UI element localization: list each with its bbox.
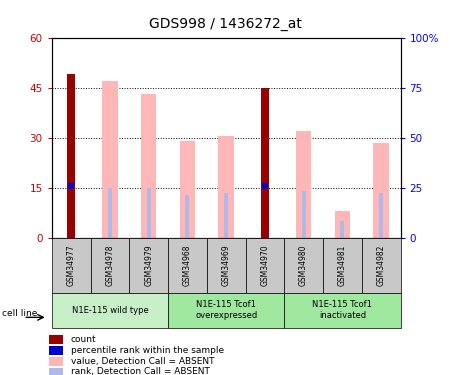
Text: N1E-115 Tcof1
inactivated: N1E-115 Tcof1 inactivated [312,300,372,320]
Bar [168,238,207,292]
Text: cell line: cell line [2,309,38,318]
Bar [102,81,117,238]
Text: GSM34968: GSM34968 [183,244,192,286]
Bar [52,238,90,292]
Bar [379,193,383,238]
Bar [374,143,389,238]
Bar [90,238,129,292]
Bar [52,292,168,328]
Bar [49,335,63,344]
Text: GSM34982: GSM34982 [377,244,386,286]
Bar [141,94,157,238]
Text: GSM34970: GSM34970 [261,244,270,286]
Text: N1E-115 Tcof1
overexpressed: N1E-115 Tcof1 overexpressed [195,300,257,320]
Text: GSM34981: GSM34981 [338,244,347,286]
Bar [284,238,323,292]
Bar [323,238,362,292]
Text: GSM34977: GSM34977 [67,244,76,286]
Text: N1E-115 wild type: N1E-115 wild type [72,306,148,315]
Bar [207,238,246,292]
Text: GSM34978: GSM34978 [105,244,114,286]
Bar [362,238,400,292]
Bar [108,188,112,238]
Bar [67,74,76,238]
Bar [185,195,189,238]
Text: value, Detection Call = ABSENT: value, Detection Call = ABSENT [71,357,214,366]
Bar [218,136,234,238]
Bar [335,211,350,238]
Text: GSM34979: GSM34979 [144,244,153,286]
Text: rank, Detection Call = ABSENT: rank, Detection Call = ABSENT [71,368,210,375]
Text: GDS998 / 1436272_at: GDS998 / 1436272_at [148,17,302,31]
Bar [284,292,400,328]
Text: percentile rank within the sample: percentile rank within the sample [71,346,224,355]
Bar [168,292,284,328]
Text: GSM34969: GSM34969 [221,244,230,286]
Bar [129,238,168,292]
Bar [296,131,311,238]
Bar [147,188,151,238]
Bar [49,368,63,375]
Bar [49,346,63,355]
Text: GSM34980: GSM34980 [299,244,308,286]
Bar [246,238,284,292]
Bar [224,193,228,238]
Text: count: count [71,335,96,344]
Bar [302,191,306,238]
Bar [261,88,269,238]
Bar [341,221,344,238]
Bar [49,357,63,366]
Bar [180,141,195,238]
